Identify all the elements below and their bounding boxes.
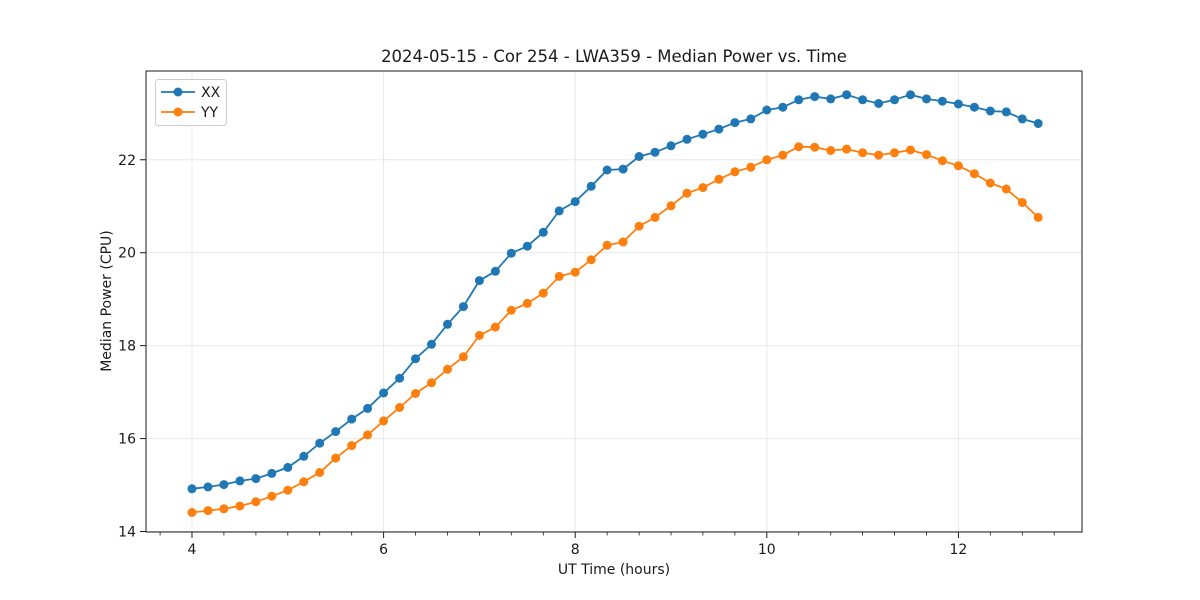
y-tick-label: 16 [118,432,136,448]
x-tick-label: 6 [379,542,388,558]
y-tick-label: 20 [118,246,136,262]
series-YY-line [191,145,1039,514]
x-axis-label: UT Time (hours) [557,562,671,578]
x-minor-ticks [159,532,1055,536]
y-tick-label: 14 [118,525,136,541]
chart-title: 2024-05-15 - Cor 254 - LWA359 - Median P… [381,47,847,66]
y-axis-label: Median Power (CPU) [99,230,115,372]
tick-labels: 4 6 8 10 12 14 16 18 20 22 [118,153,967,558]
axis-ticks [140,159,959,538]
x-tick-label: 4 [188,542,197,558]
x-tick-label: 10 [758,542,776,558]
plot-border [145,70,1083,533]
gridlines [146,71,1082,533]
y-tick-label: 18 [118,339,136,355]
legend: XX YY [155,79,227,126]
series-XX-markers [187,90,1043,494]
x-tick-label: 8 [571,542,580,558]
x-tick-label: 12 [949,542,967,558]
legend-sample-marker [173,107,183,117]
legend-sample-marker [173,87,183,97]
y-tick-label: 22 [118,153,136,169]
series-YY-markers [187,142,1043,517]
legend-label-YY: YY [200,105,219,121]
legend-label-XX: XX [201,85,221,101]
legend-box [155,79,227,126]
